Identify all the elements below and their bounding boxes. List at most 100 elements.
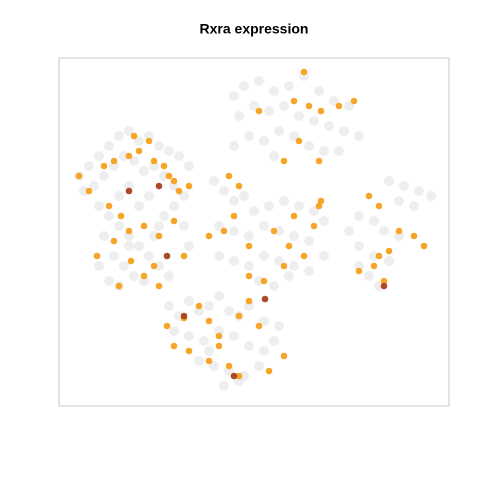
point bbox=[104, 276, 114, 286]
point bbox=[134, 241, 144, 251]
point bbox=[394, 231, 404, 241]
point bbox=[160, 162, 168, 170]
point bbox=[274, 226, 284, 236]
point bbox=[105, 202, 113, 210]
point bbox=[319, 251, 329, 261]
point bbox=[154, 261, 164, 271]
point bbox=[234, 111, 244, 121]
point bbox=[230, 212, 238, 220]
point bbox=[264, 201, 274, 211]
point bbox=[315, 202, 323, 210]
point bbox=[365, 192, 373, 200]
point bbox=[209, 361, 219, 371]
point bbox=[195, 302, 203, 310]
point bbox=[114, 131, 124, 141]
point bbox=[149, 231, 159, 241]
point bbox=[224, 306, 234, 316]
point bbox=[354, 211, 364, 221]
point bbox=[205, 232, 213, 240]
point bbox=[229, 331, 239, 341]
point bbox=[163, 322, 171, 330]
point bbox=[144, 191, 154, 201]
point bbox=[135, 147, 143, 155]
point bbox=[319, 216, 329, 226]
point bbox=[110, 237, 118, 245]
point bbox=[163, 252, 171, 260]
point bbox=[175, 187, 183, 195]
point bbox=[319, 146, 329, 156]
point bbox=[134, 201, 144, 211]
point bbox=[185, 182, 193, 190]
point bbox=[269, 86, 279, 96]
point bbox=[385, 247, 393, 255]
point bbox=[185, 347, 193, 355]
point bbox=[99, 171, 109, 181]
point bbox=[214, 221, 224, 231]
point bbox=[170, 342, 178, 350]
point bbox=[124, 241, 134, 251]
point bbox=[284, 81, 294, 91]
point bbox=[384, 256, 394, 266]
point bbox=[304, 266, 314, 276]
point bbox=[300, 68, 308, 76]
point bbox=[184, 331, 194, 341]
point bbox=[245, 297, 253, 305]
point bbox=[94, 201, 104, 211]
point bbox=[110, 157, 118, 165]
point bbox=[159, 171, 169, 181]
point bbox=[124, 231, 134, 241]
point bbox=[154, 221, 164, 231]
point bbox=[184, 161, 194, 171]
point bbox=[89, 181, 99, 191]
point bbox=[209, 176, 219, 186]
point bbox=[119, 151, 129, 161]
point bbox=[264, 106, 274, 116]
point bbox=[394, 196, 404, 206]
point bbox=[140, 222, 148, 230]
point bbox=[409, 201, 419, 211]
point bbox=[269, 336, 279, 346]
point bbox=[215, 342, 223, 350]
point bbox=[225, 172, 233, 180]
point bbox=[164, 146, 174, 156]
point bbox=[134, 136, 144, 146]
point bbox=[285, 242, 293, 250]
point bbox=[310, 222, 318, 230]
point bbox=[260, 277, 268, 285]
point bbox=[399, 181, 409, 191]
point bbox=[270, 227, 278, 235]
point bbox=[294, 111, 304, 121]
point bbox=[225, 362, 233, 370]
point bbox=[370, 262, 378, 270]
point bbox=[269, 281, 279, 291]
point bbox=[259, 316, 269, 326]
point bbox=[380, 282, 388, 290]
point bbox=[234, 376, 244, 386]
point bbox=[230, 372, 238, 380]
point bbox=[79, 186, 89, 196]
point bbox=[354, 131, 364, 141]
point bbox=[94, 261, 104, 271]
point bbox=[244, 131, 254, 141]
point bbox=[309, 116, 319, 126]
plot-frame bbox=[58, 57, 450, 407]
point bbox=[369, 216, 379, 226]
point bbox=[224, 366, 234, 376]
point bbox=[194, 306, 204, 316]
point bbox=[350, 97, 358, 105]
point bbox=[139, 166, 149, 176]
point bbox=[249, 206, 259, 216]
point bbox=[219, 186, 229, 196]
point bbox=[259, 221, 269, 231]
point bbox=[329, 96, 339, 106]
point bbox=[75, 172, 83, 180]
point bbox=[220, 227, 228, 235]
point bbox=[199, 336, 209, 346]
point bbox=[317, 107, 325, 115]
point bbox=[164, 301, 174, 311]
point bbox=[184, 241, 194, 251]
point bbox=[159, 211, 169, 221]
point bbox=[255, 322, 263, 330]
point bbox=[265, 367, 273, 375]
point bbox=[85, 187, 93, 195]
